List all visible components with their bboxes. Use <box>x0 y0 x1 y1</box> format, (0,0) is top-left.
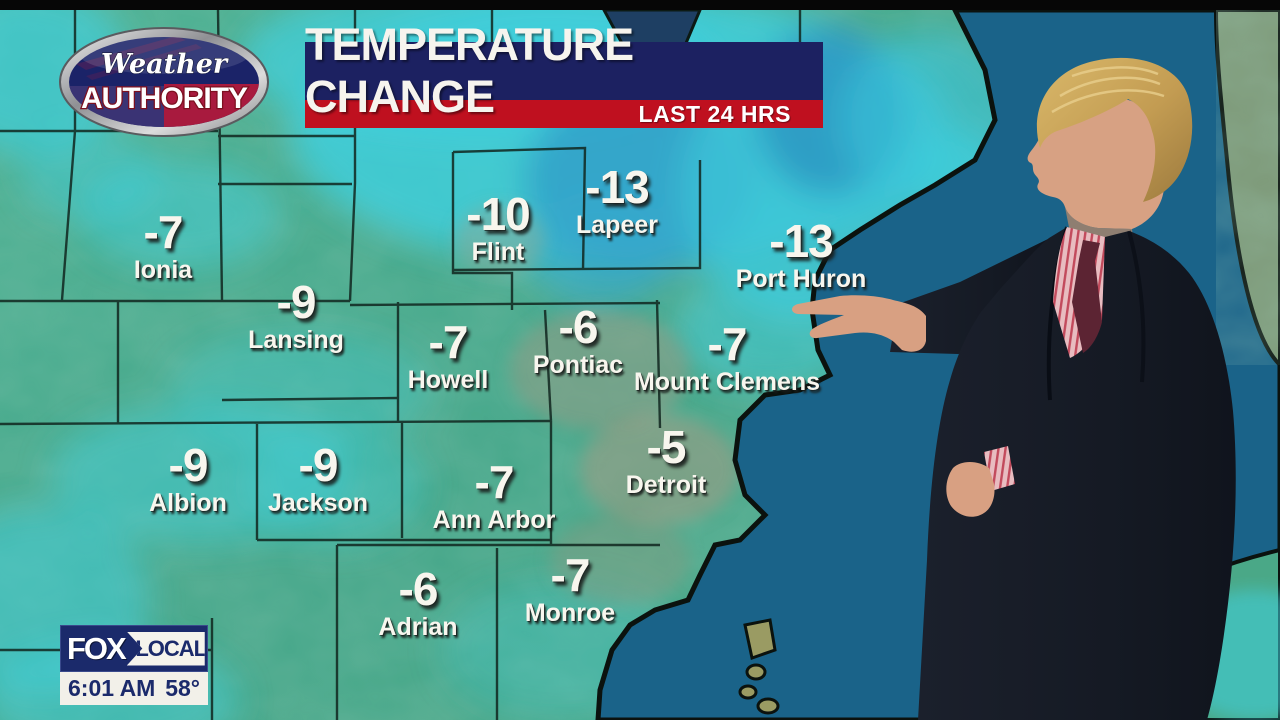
temp-value: -7 <box>707 318 748 370</box>
logo-weather-text: Weather <box>101 49 229 80</box>
reading-detroit: -5 Detroit <box>626 424 707 498</box>
local-logo-shape: LOCAL <box>126 631 207 666</box>
weather-presenter <box>792 57 1236 720</box>
temp-value: -7 <box>143 206 184 258</box>
logo-authority-text: AUTHORITY <box>81 82 248 115</box>
temp-value: -7 <box>474 456 515 508</box>
temp-value: -9 <box>298 439 339 491</box>
erie-islands <box>738 618 780 715</box>
city-label: Flint <box>471 238 525 266</box>
pointing-hand <box>792 295 926 352</box>
city-label: Pontiac <box>532 351 624 379</box>
temp-value: -9 <box>276 276 317 328</box>
reading-jackson: -9 Jackson <box>268 442 368 516</box>
temp-value: -7 <box>550 549 591 601</box>
station-bug: FOX LOCAL 6:01 AM 58° <box>60 625 208 705</box>
city-label: Ionia <box>133 256 193 284</box>
city-label: Port Huron <box>735 265 867 293</box>
banner-subtitle-bar: LAST 24 HRS <box>305 100 823 128</box>
fox-local-logo: FOX LOCAL <box>60 625 208 672</box>
presenter-tie <box>1072 240 1102 353</box>
reading-monroe: -7 Monroe <box>525 552 615 626</box>
presenter-hand-waist <box>946 462 995 517</box>
city-label: Albion <box>149 489 227 517</box>
presenter-face <box>1027 96 1166 229</box>
weather-authority-logo: Weather AUTHORITY <box>59 27 269 137</box>
reading-port-huron: -13 Port Huron <box>736 218 867 292</box>
city-label: Detroit <box>625 471 707 499</box>
city-label: Howell <box>407 366 489 394</box>
reading-lapeer: -13 Lapeer <box>576 164 658 238</box>
city-label: Lapeer <box>576 211 658 239</box>
fox-logo-text: FOX <box>67 630 127 666</box>
title-banner: TEMPERATURE CHANGE LAST 24 HRS <box>305 19 823 128</box>
temp-value: -6 <box>398 563 439 615</box>
banner-subtitle: LAST 24 HRS <box>638 100 791 127</box>
city-label: Mount Clemens <box>633 368 821 396</box>
city-label: Lansing <box>248 326 344 354</box>
current-time: 6:01 AM <box>68 675 156 701</box>
temp-value: -10 <box>466 188 530 240</box>
temp-value: -13 <box>585 161 649 213</box>
reading-pontiac: -6 Pontiac <box>533 304 623 378</box>
time-temp-bar: 6:01 AM 58° <box>60 672 208 705</box>
banner-title-bar: TEMPERATURE CHANGE <box>305 19 823 122</box>
presenter-suit <box>918 227 1236 720</box>
reading-flint: -10 Flint <box>466 188 530 266</box>
temp-value: -5 <box>646 421 687 473</box>
local-logo-text: LOCAL <box>135 635 207 661</box>
current-temp: 58° <box>165 675 200 701</box>
city-label: Adrian <box>378 613 458 641</box>
temp-value: -6 <box>558 301 599 353</box>
letterbox-strip <box>0 0 1280 10</box>
page-title: TEMPERATURE CHANGE <box>305 19 634 122</box>
reading-ann-arbor: -7 Ann Arbor <box>433 459 556 533</box>
city-label: Monroe <box>524 599 616 627</box>
urban-patches <box>455 205 740 605</box>
reading-adrian: -6 Adrian <box>378 566 457 640</box>
reading-albion: -9 Albion <box>149 442 227 516</box>
temp-value: -13 <box>769 215 833 267</box>
temp-value: -7 <box>428 316 469 368</box>
city-label: Jackson <box>267 489 369 517</box>
reading-lansing: -9 Lansing <box>248 279 344 353</box>
reading-howell: -7 Howell <box>408 319 489 393</box>
temp-value: -9 <box>168 439 209 491</box>
reading-ionia: -7 Ionia <box>134 209 192 283</box>
city-label: Ann Arbor <box>432 506 556 534</box>
reading-mount-clemens: -7 Mount Clemens <box>634 321 820 395</box>
